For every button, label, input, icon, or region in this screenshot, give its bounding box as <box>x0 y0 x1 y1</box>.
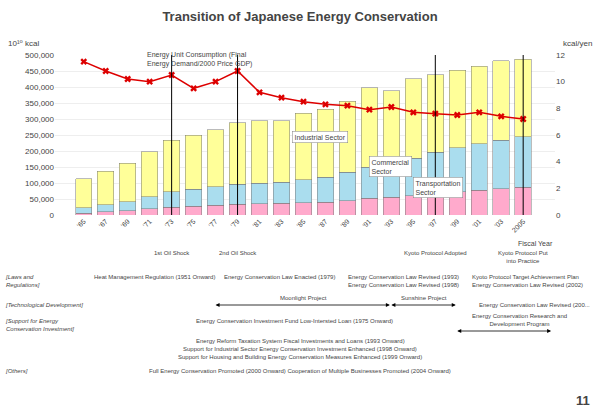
svg-text:kcal/yen: kcal/yen <box>563 39 592 48</box>
svg-text:350,000: 350,000 <box>25 99 54 108</box>
svg-text:50,000: 50,000 <box>30 195 55 204</box>
svg-text:'77: '77 <box>207 218 218 229</box>
svg-text:Energy Conservation Law Enacte: Energy Conservation Law Enacted (1979) <box>224 274 335 280</box>
svg-text:Kyoto Protocol Putinto Practic: Kyoto Protocol Putinto Practice <box>498 250 548 264</box>
svg-text:'93: '93 <box>383 218 394 229</box>
svg-text:[Technological Development]: [Technological Development] <box>5 302 83 308</box>
svg-text:200,000: 200,000 <box>25 147 54 156</box>
svg-text:12: 12 <box>556 51 565 60</box>
svg-text:Sunshine Project: Sunshine Project <box>401 295 447 301</box>
svg-text:Industrial Sector: Industrial Sector <box>295 134 346 141</box>
svg-text:'85: '85 <box>295 218 306 229</box>
svg-text:'71: '71 <box>141 218 152 229</box>
svg-text:Transition of Japanese Energy: Transition of Japanese Energy Conservati… <box>162 9 437 24</box>
svg-text:250,000: 250,000 <box>25 131 54 140</box>
svg-text:'67: '67 <box>97 218 108 229</box>
svg-text:150,000: 150,000 <box>25 163 54 172</box>
svg-text:500,000: 500,000 <box>25 51 54 60</box>
svg-text:0: 0 <box>50 211 55 220</box>
svg-text:'89: '89 <box>339 218 350 229</box>
svg-text:'99: '99 <box>449 218 460 229</box>
svg-text:'65: '65 <box>76 218 87 229</box>
svg-text:400,000: 400,000 <box>25 83 54 92</box>
svg-text:'75: '75 <box>185 218 196 229</box>
svg-text:Energy Conservation Research a: Energy Conservation Research andDevelopm… <box>472 313 567 327</box>
svg-text:0: 0 <box>556 211 561 220</box>
svg-text:8: 8 <box>556 104 561 113</box>
svg-text:11: 11 <box>576 393 590 408</box>
svg-text:[Others]: [Others] <box>5 368 28 374</box>
svg-text:'95: '95 <box>405 218 416 229</box>
svg-text:2005: 2005 <box>510 218 526 234</box>
svg-text:CommercialSector: CommercialSector <box>372 159 410 175</box>
svg-text:'69: '69 <box>119 218 130 229</box>
svg-text:100,000: 100,000 <box>25 179 54 188</box>
svg-text:450,000: 450,000 <box>25 67 54 76</box>
svg-text:300,000: 300,000 <box>25 115 54 124</box>
svg-text:1st Oil Shock: 1st Oil Shock <box>154 250 190 256</box>
svg-text:Support for Industrial Sector: Support for Industrial Sector Energy Con… <box>183 346 417 352</box>
svg-text:Energy Conservation Law Revise: Energy Conservation Law Revised (2002) <box>472 282 583 288</box>
svg-text:'91: '91 <box>361 218 372 229</box>
svg-text:2: 2 <box>556 184 561 193</box>
svg-text:'83: '83 <box>273 218 284 229</box>
svg-text:'73: '73 <box>163 218 174 229</box>
svg-text:10: 10 <box>556 77 565 86</box>
svg-text:Energy Conservation Law Revise: Energy Conservation Law Revised (1993) <box>348 274 459 280</box>
svg-text:Kyoto Protocol Adopted: Kyoto Protocol Adopted <box>404 250 467 256</box>
svg-text:'79: '79 <box>229 218 240 229</box>
svg-text:4: 4 <box>556 157 561 166</box>
svg-text:'87: '87 <box>317 218 328 229</box>
svg-text:Moonlight Project: Moonlight Project <box>280 295 327 301</box>
svg-text:Energy Reform Taxation System: Energy Reform Taxation System Fiscal Inv… <box>196 338 405 344</box>
svg-text:Energy Conservation Investment: Energy Conservation Investment Fund Low-… <box>196 318 393 324</box>
svg-text:'03: '03 <box>493 218 504 229</box>
svg-text:TransportationSector: TransportationSector <box>416 180 461 196</box>
svg-text:Support for Housing and Buildi: Support for Housing and Building Energy … <box>178 354 422 360</box>
svg-text:Energy Conservation Law Revise: Energy Conservation Law Revised (200... <box>479 302 590 308</box>
svg-text:Energy Unit Consumption (Final: Energy Unit Consumption (FinalEnergy Dem… <box>147 51 252 68</box>
svg-text:Kyoto Protocol Target Achievem: Kyoto Protocol Target Achievement Plan <box>472 274 579 280</box>
svg-text:[Laws andRegulations]: [Laws andRegulations] <box>5 274 40 288</box>
svg-text:2nd Oil Shock: 2nd Oil Shock <box>219 250 257 256</box>
svg-text:Energy Conservation Law Revise: Energy Conservation Law Revised (1998) <box>348 282 459 288</box>
svg-text:10¹⁰ kcal: 10¹⁰ kcal <box>8 39 39 48</box>
svg-text:[Support for EnergyConservatio: [Support for EnergyConservation Investme… <box>5 318 74 332</box>
svg-text:'01: '01 <box>471 218 482 229</box>
svg-text:'81: '81 <box>251 218 262 229</box>
svg-text:Heat Management Regulation (19: Heat Management Regulation (1951 Onward) <box>94 274 215 280</box>
svg-text:Full Energy Conservation Promo: Full Energy Conservation Promoted (2000 … <box>149 368 451 374</box>
svg-text:'97: '97 <box>427 218 438 229</box>
svg-text:6: 6 <box>556 131 561 140</box>
svg-text:Fiscal Year: Fiscal Year <box>518 240 553 247</box>
